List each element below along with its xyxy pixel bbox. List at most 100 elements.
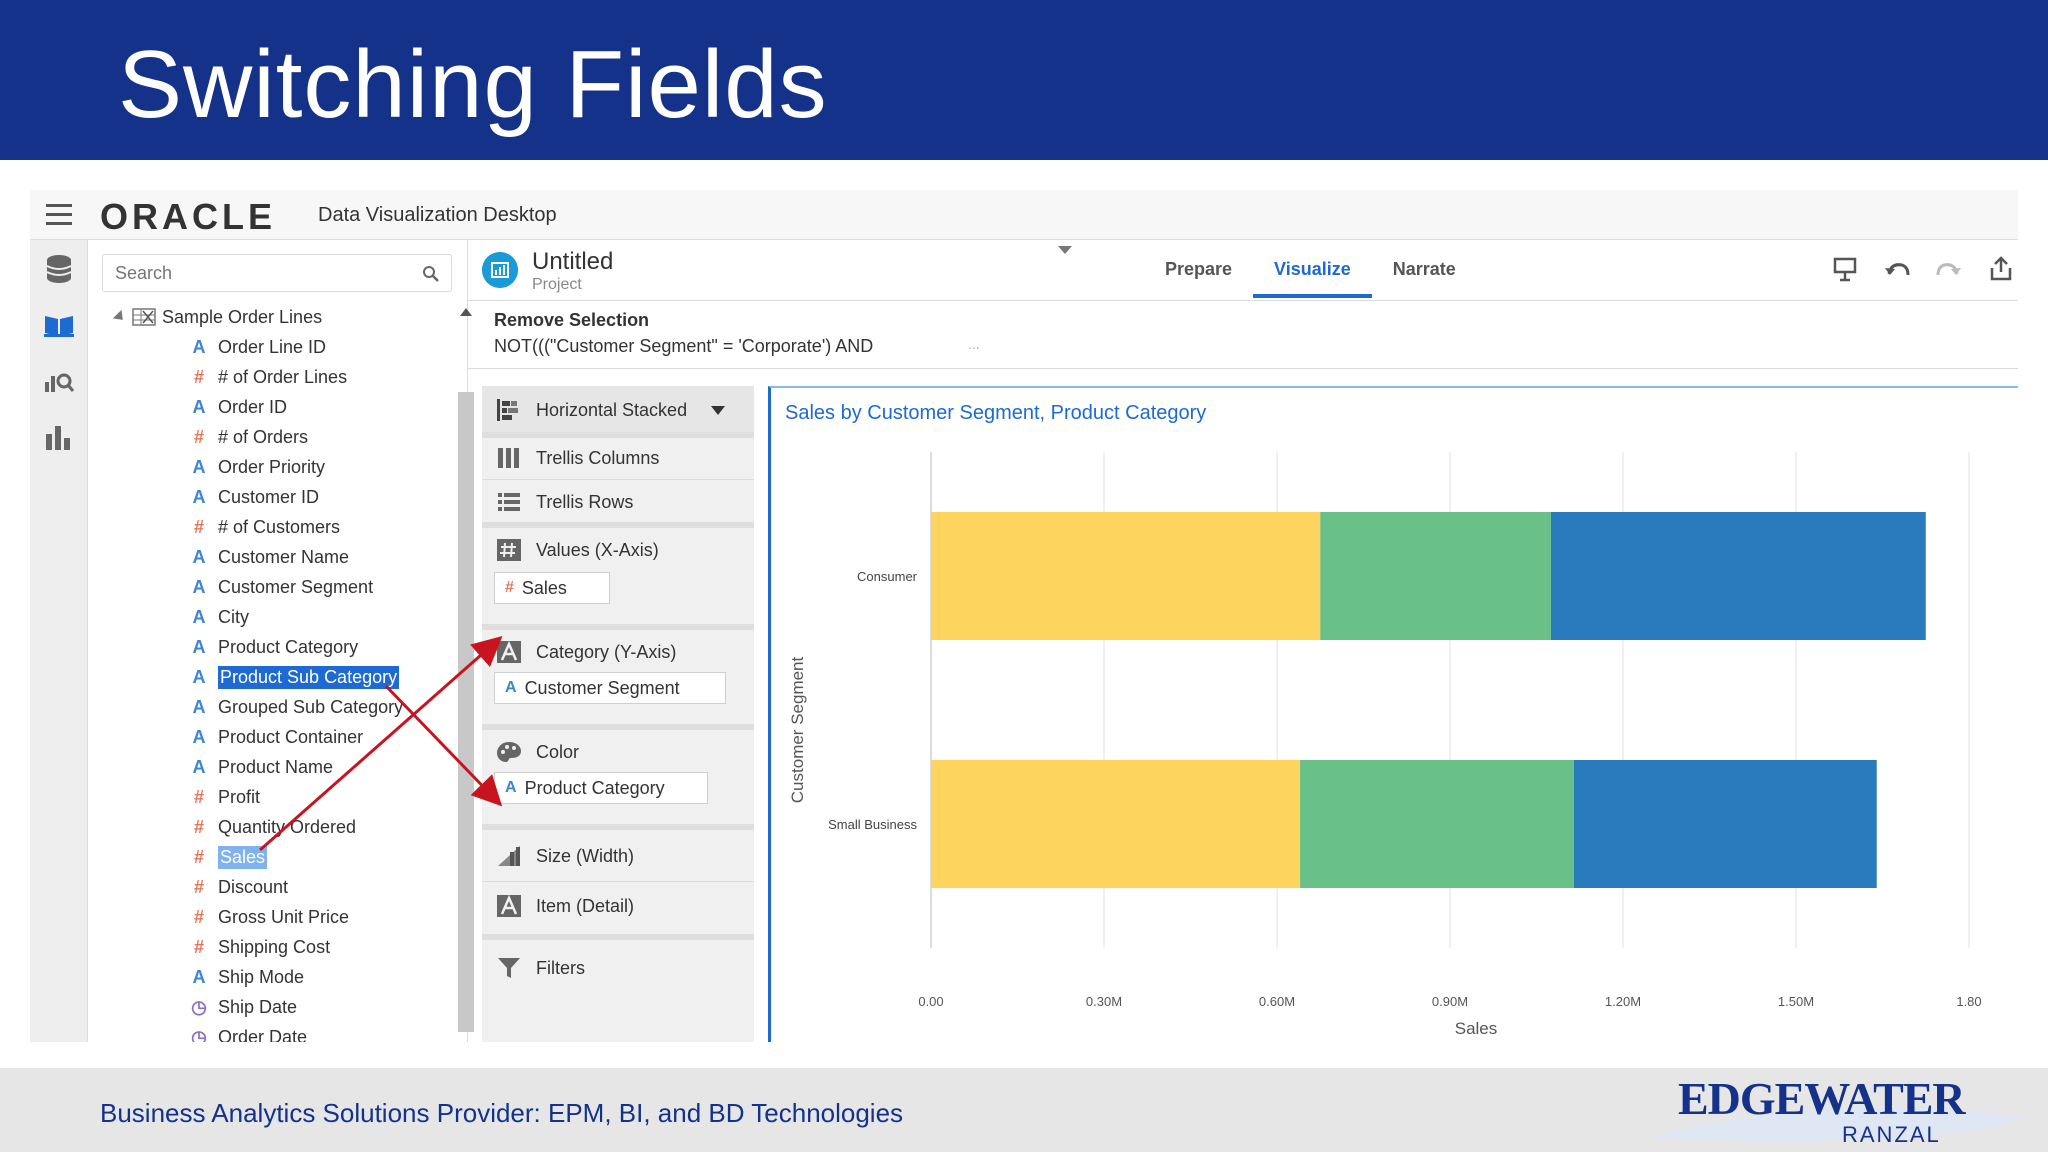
chart-panel[interactable]: Sales by Customer Segment, Product Categ… xyxy=(768,386,2018,1042)
search-icon[interactable] xyxy=(422,265,440,283)
field-item[interactable]: A Product Sub Category xyxy=(188,662,403,692)
field-label: Product Sub Category xyxy=(218,665,400,689)
menu-icon[interactable] xyxy=(46,204,72,226)
field-item[interactable]: A Product Category xyxy=(188,632,403,662)
data-source-label: Sample Order Lines xyxy=(162,306,323,327)
field-item[interactable]: # Quantity Ordered xyxy=(188,812,403,842)
field-item[interactable]: A Customer ID xyxy=(188,482,403,512)
attribute-icon: A xyxy=(192,486,206,507)
field-item[interactable]: A Order Priority xyxy=(188,452,403,482)
field-label: Customer ID xyxy=(218,486,320,507)
field-label: Product Name xyxy=(218,756,334,777)
trellis-columns-section[interactable]: Trellis Columns xyxy=(482,438,754,480)
field-item[interactable]: A Order ID xyxy=(188,392,403,422)
attribute-chip-icon: A xyxy=(505,779,517,796)
attribute-icon: A xyxy=(192,456,206,477)
field-label: Customer Segment xyxy=(218,576,374,597)
chart-type-label: Horizontal Stacked xyxy=(536,399,688,420)
color-section[interactable]: Color A Product Category xyxy=(482,730,754,830)
bar[interactable] xyxy=(931,512,1321,640)
field-item[interactable]: # # of Orders xyxy=(188,422,403,452)
trellis-rows-section[interactable]: Trellis Rows xyxy=(482,480,754,528)
undo-icon[interactable] xyxy=(1882,254,1912,284)
field-item[interactable]: # Shipping Cost xyxy=(188,932,403,962)
data-source-node[interactable]: Sample Order Lines xyxy=(112,304,323,330)
book-icon[interactable] xyxy=(42,308,76,342)
project-title[interactable]: Untitled xyxy=(532,248,614,275)
measure-icon: # xyxy=(193,846,204,867)
chart-title: Sales by Customer Segment, Product Categ… xyxy=(785,402,1207,424)
analytics-icon[interactable] xyxy=(42,364,76,398)
app-name: Data Visualization Desktop xyxy=(318,204,557,226)
slide-title: Switching Fields xyxy=(118,31,828,138)
field-item[interactable]: A Product Name xyxy=(188,752,403,782)
trellis-rows-row[interactable]: Trellis Rows xyxy=(496,490,633,514)
size-icon xyxy=(498,846,520,866)
field-label: Order Line ID xyxy=(218,336,327,357)
field-item[interactable]: ◷ Ship Date xyxy=(188,992,403,1022)
category-row: Category (Y-Axis) xyxy=(496,640,676,664)
remove-selection-label[interactable]: Remove Selection xyxy=(494,310,650,330)
color-chip[interactable]: A Product Category xyxy=(494,772,708,804)
trellis-rows-label: Trellis Rows xyxy=(536,491,634,512)
present-icon[interactable] xyxy=(1830,254,1860,284)
detail-attribute-icon xyxy=(497,894,521,917)
bar[interactable] xyxy=(1573,760,1877,888)
field-item[interactable]: A Grouped Sub Category xyxy=(188,692,404,722)
field-item[interactable]: A Product Container xyxy=(188,722,403,752)
field-list: A Order Line ID # # of Order Lines A Order ID… xyxy=(188,332,404,1043)
field-item[interactable]: # # of Order Lines xyxy=(188,362,403,392)
trellis-columns-row[interactable]: Trellis Columns xyxy=(496,446,659,470)
y-axis-title: Customer Segment xyxy=(788,656,807,803)
redo-icon[interactable] xyxy=(1934,254,1964,284)
bar-chart-icon[interactable] xyxy=(42,420,76,454)
project-menu-caret-icon[interactable] xyxy=(1058,246,1072,254)
field-item[interactable]: # Gross Unit Price xyxy=(188,902,403,932)
values-chip[interactable]: # Sales xyxy=(494,572,610,604)
footer-tagline: Business Analytics Solutions Provider: E… xyxy=(100,1098,904,1128)
bar[interactable] xyxy=(1320,512,1551,640)
field-item[interactable]: A City xyxy=(188,602,403,632)
stacked-bar-chart[interactable]: 0.00 0.30M 0.60M 0.90M 1.20M 1.50M 1.80 Consume… xyxy=(771,388,2018,1042)
filter-expression: NOT((("Customer Segment" = 'Corporate') … xyxy=(494,336,874,356)
bar[interactable] xyxy=(1300,760,1574,888)
project-subtitle: Project xyxy=(532,276,582,293)
field-item[interactable]: # Sales xyxy=(188,842,403,872)
bar[interactable] xyxy=(931,760,1301,888)
bar[interactable] xyxy=(1550,512,1926,640)
filter-more[interactable]: ... xyxy=(968,336,980,352)
item-section[interactable]: Item (Detail) xyxy=(482,882,754,940)
search-input[interactable] xyxy=(102,254,452,292)
field-item[interactable]: # Discount xyxy=(188,872,403,902)
attribute-icon: A xyxy=(192,336,206,357)
filters-row: Filters xyxy=(496,956,585,980)
values-section[interactable]: Values (X-Axis) # Sales xyxy=(482,528,754,630)
field-label: Order ID xyxy=(218,396,288,417)
field-item[interactable]: A Customer Segment xyxy=(188,572,403,602)
scroll-up-arrow[interactable] xyxy=(460,308,472,316)
attribute-icon: A xyxy=(192,966,206,987)
field-item[interactable]: ◷ Order Date xyxy=(188,1022,403,1043)
expand-icon[interactable] xyxy=(112,309,128,325)
size-section[interactable]: Size (Width) xyxy=(482,830,754,882)
filters-section[interactable]: Filters xyxy=(482,940,754,1042)
tab-visualize[interactable]: Visualize xyxy=(1253,240,1372,298)
tab-narrate[interactable]: Narrate xyxy=(1392,259,1456,279)
field-item[interactable]: A Customer Name xyxy=(188,542,403,572)
field-item[interactable]: A Order Line ID xyxy=(188,332,403,362)
spreadsheet-icon xyxy=(132,308,156,326)
horizontal-stacked-icon xyxy=(497,399,518,421)
field-item[interactable]: A Ship Mode xyxy=(188,962,403,992)
chart-type-caret-icon[interactable] xyxy=(711,405,726,415)
export-icon[interactable] xyxy=(1986,254,2016,284)
category-chip[interactable]: A Customer Segment xyxy=(494,672,726,704)
app-topbar: ORACLE Data Visualization Desktop xyxy=(30,190,2018,240)
chart-type-section[interactable]: Horizontal Stacked xyxy=(482,386,754,438)
field-item[interactable]: # Profit xyxy=(188,782,403,812)
field-item[interactable]: # # of Customers xyxy=(188,512,403,542)
tab-prepare[interactable]: Prepare xyxy=(1165,259,1233,279)
database-icon[interactable] xyxy=(42,252,76,286)
category-section[interactable]: Category (Y-Axis) A Customer Segment xyxy=(482,630,754,730)
chart-type-row[interactable]: Horizontal Stacked xyxy=(496,398,726,422)
